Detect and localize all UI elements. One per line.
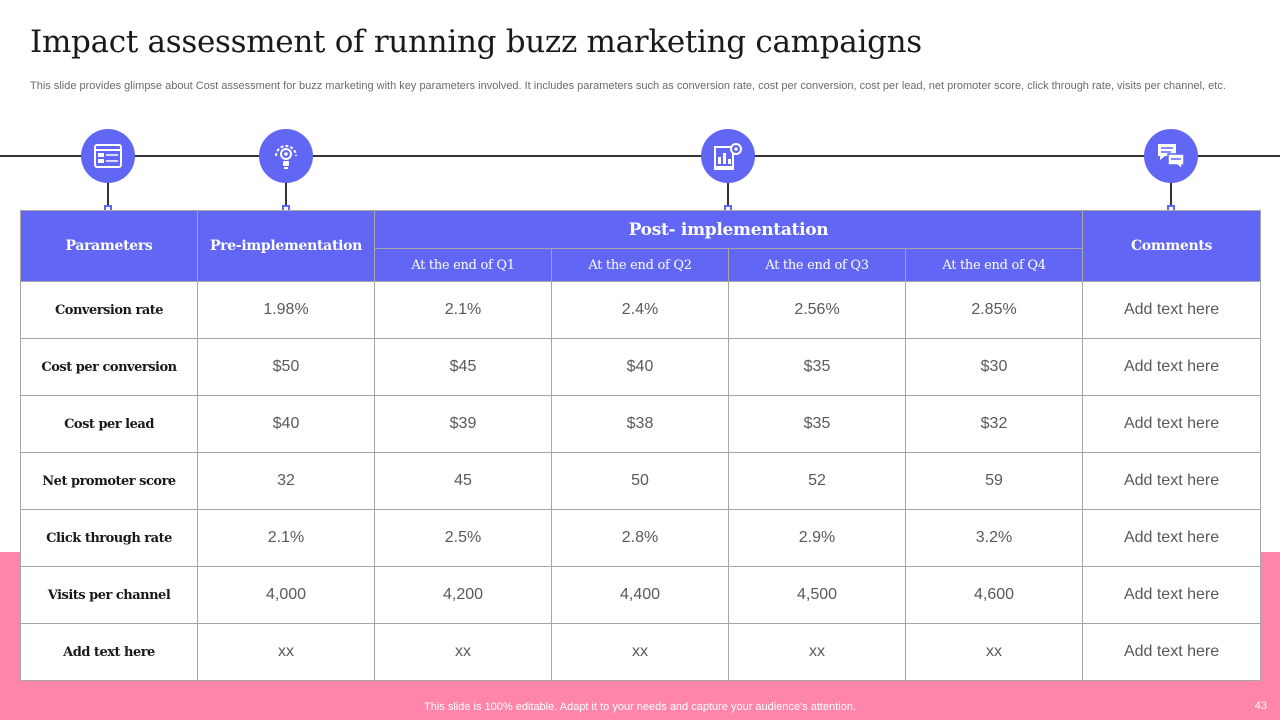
pre-cell: 2.1%: [197, 509, 375, 567]
timeline-stem: [1170, 180, 1172, 208]
param-cell: Conversion rate: [20, 281, 198, 339]
q4-cell: $30: [904, 338, 1084, 396]
q1-cell: 2.1%: [374, 281, 552, 339]
pre-cell: 32: [197, 452, 375, 510]
param-cell: Visits per channel: [20, 566, 198, 624]
q4-cell: 59: [904, 452, 1084, 510]
q4-cell: 3.2%: [904, 509, 1084, 567]
dashboard-icon: [81, 129, 135, 183]
q2-cell: 2.8%: [551, 509, 729, 567]
comment-cell: Add text here: [1082, 452, 1262, 510]
footer-text: This slide is 100% editable. Adapt it to…: [424, 701, 856, 713]
table-row: Cost per conversion $50 $45 $40 $35 $30 …: [20, 338, 1262, 396]
param-cell: Add text here: [20, 623, 198, 681]
timeline-stem: [727, 180, 729, 208]
q3-cell: xx: [728, 623, 906, 681]
pre-cell: 4,000: [197, 566, 375, 624]
q1-cell: $45: [374, 338, 552, 396]
q3-cell: 2.56%: [728, 281, 906, 339]
chat-bubbles-icon: [1144, 129, 1198, 183]
comment-cell: Add text here: [1082, 566, 1262, 624]
q4-cell: 4,600: [904, 566, 1084, 624]
slide-subtitle: This slide provides glimpse about Cost a…: [30, 80, 1226, 92]
q1-cell: $39: [374, 395, 552, 453]
table-row: Net promoter score 32 45 50 52 59 Add te…: [20, 452, 1262, 510]
param-cell: Cost per conversion: [20, 338, 198, 396]
q4-cell: $32: [904, 395, 1084, 453]
header-q1: At the end of Q1: [374, 248, 552, 282]
q2-cell: 50: [551, 452, 729, 510]
table-row: Cost per lead $40 $39 $38 $35 $32 Add te…: [20, 395, 1262, 453]
header-pre-implementation: Pre-implementation: [197, 210, 375, 282]
q2-cell: 4,400: [551, 566, 729, 624]
table-row: Visits per channel 4,000 4,200 4,400 4,5…: [20, 566, 1262, 624]
comment-cell: Add text here: [1082, 623, 1262, 681]
header-q3: At the end of Q3: [728, 248, 906, 282]
q2-cell: xx: [551, 623, 729, 681]
comment-cell: Add text here: [1082, 338, 1262, 396]
pre-cell: 1.98%: [197, 281, 375, 339]
q1-cell: 4,200: [374, 566, 552, 624]
table-row: Conversion rate 1.98% 2.1% 2.4% 2.56% 2.…: [20, 281, 1262, 339]
q2-cell: $40: [551, 338, 729, 396]
q2-cell: 2.4%: [551, 281, 729, 339]
timeline-line: [0, 155, 1280, 157]
q3-cell: $35: [728, 395, 906, 453]
table-row: Click through rate 2.1% 2.5% 2.8% 2.9% 3…: [20, 509, 1262, 567]
q3-cell: 52: [728, 452, 906, 510]
q1-cell: 45: [374, 452, 552, 510]
param-cell: Cost per lead: [20, 395, 198, 453]
q3-cell: 2.9%: [728, 509, 906, 567]
timeline-stem: [107, 180, 109, 208]
q3-cell: 4,500: [728, 566, 906, 624]
param-cell: Net promoter score: [20, 452, 198, 510]
pre-cell: $40: [197, 395, 375, 453]
header-parameters: Parameters: [20, 210, 198, 282]
q1-cell: 2.5%: [374, 509, 552, 567]
header-q2: At the end of Q2: [551, 248, 729, 282]
timeline-stem: [285, 180, 287, 208]
q2-cell: $38: [551, 395, 729, 453]
header-comments: Comments: [1082, 210, 1262, 282]
slide-title: Impact assessment of running buzz market…: [30, 24, 922, 60]
comment-cell: Add text here: [1082, 281, 1262, 339]
report-gear-icon: [701, 129, 755, 183]
header-post-implementation: Post- implementation: [373, 210, 1084, 249]
assessment-table: Parameters Pre-implementation Post- impl…: [20, 210, 1262, 681]
pre-cell: xx: [197, 623, 375, 681]
comment-cell: Add text here: [1082, 395, 1262, 453]
header-q4: At the end of Q4: [904, 248, 1084, 282]
q1-cell: xx: [374, 623, 552, 681]
q4-cell: 2.85%: [904, 281, 1084, 339]
comment-cell: Add text here: [1082, 509, 1262, 567]
q4-cell: xx: [904, 623, 1084, 681]
table-row: Add text here xx xx xx xx xx Add text he…: [20, 623, 1262, 681]
q3-cell: $35: [728, 338, 906, 396]
page-number: 43: [1254, 700, 1267, 712]
param-cell: Click through rate: [20, 509, 198, 567]
gear-bulb-icon: [259, 129, 313, 183]
pre-cell: $50: [197, 338, 375, 396]
